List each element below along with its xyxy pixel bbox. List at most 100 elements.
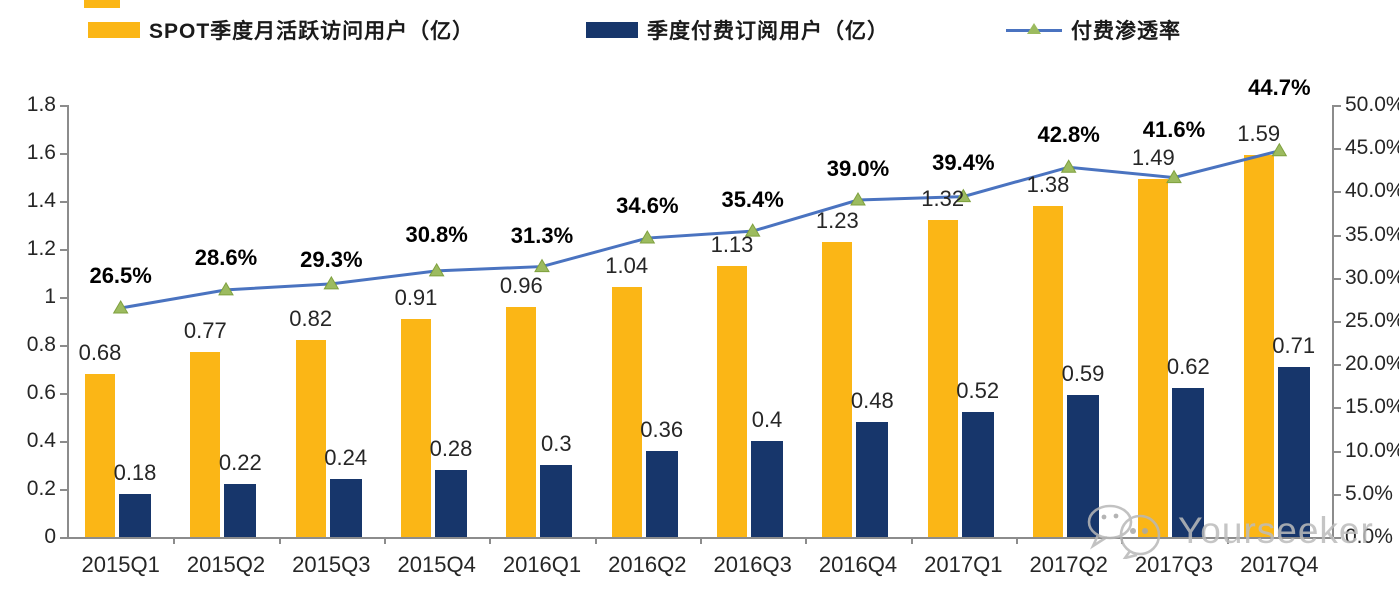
y-axis-right-tick [1334, 105, 1341, 107]
y-axis-left-tick [60, 393, 67, 395]
triangle-marker [1271, 142, 1288, 157]
legend-item-subs: 季度付费订阅用户（亿） [586, 18, 889, 43]
y-axis-right-tick [1334, 537, 1341, 539]
y-tick-label-right: 15.0% [1345, 395, 1399, 419]
mau-value-label: 1.04 [605, 253, 649, 279]
triangle-marker [744, 223, 761, 237]
y-tick-label-right: 0.0% [1345, 525, 1393, 548]
y-tick-label-left: 1.6 [26, 141, 56, 164]
penetration-label: 39.0% [826, 156, 890, 182]
triangle-marker [1166, 169, 1182, 184]
y-axis-right-tick [1334, 148, 1341, 151]
y-tick-label-left: 0.2 [26, 477, 56, 500]
x-axis-tick [805, 537, 808, 544]
y-axis-right-tick [1334, 234, 1341, 237]
bar-mau [401, 318, 431, 537]
y-tick-label-right: 30.0% [1345, 265, 1399, 289]
triangle-marker [850, 192, 866, 206]
penetration-label: 34.6% [616, 193, 679, 219]
x-axis-tick [278, 537, 281, 544]
y-tick-label-right: 20.0% [1345, 352, 1399, 376]
mau-swatch [88, 22, 140, 38]
mau-value-label: 0.68 [78, 339, 122, 365]
y-axis-left-tick [60, 537, 67, 539]
y-axis-left-tick [60, 201, 67, 203]
mau-value-label: 1.38 [1026, 171, 1070, 197]
penetration-label: 31.3% [510, 222, 574, 248]
bar-mau [611, 287, 642, 537]
y-axis-right-tick [1334, 407, 1341, 410]
y-tick-label-right: 5.0% [1345, 481, 1393, 505]
subs-value-label: 0.71 [1272, 332, 1316, 358]
penetration-label: 29.3% [300, 246, 363, 272]
mau-value-label: 1.32 [921, 186, 965, 212]
subs-value-label: 0.48 [850, 387, 894, 413]
penetration-label: 41.6% [1142, 116, 1206, 142]
y-axis-right-tick [1334, 277, 1341, 280]
x-tick-label: 2015Q4 [397, 552, 476, 577]
triangle-marker [534, 258, 550, 273]
y-tick-label-right: 10.0% [1345, 438, 1399, 462]
y-axis-left-tick [60, 345, 67, 347]
x-tick-label: 2016Q4 [818, 552, 898, 577]
x-axis-tick [1016, 537, 1018, 544]
y-axis-right-tick [1334, 364, 1341, 367]
penetration-label: 28.6% [194, 244, 258, 270]
subs-value-label: 0.62 [1166, 354, 1210, 380]
bar-mau [822, 241, 853, 537]
penetration-label: 30.8% [405, 221, 468, 247]
bar-subs [119, 493, 151, 537]
x-tick-label: 2017Q3 [1134, 552, 1214, 577]
mau-value-label: 1.23 [815, 207, 859, 233]
penetration-line-swatch [1006, 22, 1062, 38]
y-axis-right-tick [1334, 321, 1341, 323]
legend-label-penetration: 付费渗透率 [1071, 20, 1181, 43]
x-tick-label: 2016Q2 [608, 552, 687, 577]
subs-value-label: 0.3 [541, 431, 572, 456]
subs-value-label: 0.4 [751, 407, 783, 432]
bar-subs [856, 421, 889, 537]
x-tick-label: 2017Q2 [1029, 552, 1108, 577]
x-axis-tick [700, 537, 702, 544]
x-axis-tick [173, 537, 176, 544]
y-axis-left-tick [60, 153, 67, 155]
subs-value-label: 0.36 [640, 416, 684, 442]
bar-subs [1172, 388, 1205, 537]
mau-value-label: 0.91 [394, 284, 438, 310]
y-tick-label-right: 50.0% [1345, 93, 1399, 116]
bar-subs [329, 479, 362, 537]
bar-mau [927, 220, 958, 537]
y-tick-label-right: 45.0% [1345, 136, 1399, 160]
legend-item-mau: SPOT季度月活跃访问用户（亿） [88, 18, 475, 43]
y-axis-left [67, 105, 69, 537]
y-axis-right-tick [1334, 493, 1341, 496]
bar-mau [295, 340, 326, 537]
mau-value-label: 0.82 [289, 306, 333, 332]
legend-item-penetration: 付费渗透率 [1006, 18, 1181, 43]
y-axis-right-tick [1334, 191, 1341, 194]
bar-mau [1243, 155, 1274, 537]
x-axis-tick [384, 537, 386, 544]
cropped-bar-artifact [84, 0, 120, 8]
subs-value-label: 0.28 [429, 435, 473, 461]
legend-label-mau: SPOT季度月活跃访问用户（亿） [149, 20, 475, 43]
y-axis-right [1332, 105, 1334, 537]
bar-subs [751, 441, 783, 537]
x-tick-label: 2015Q1 [81, 552, 160, 577]
x-axis-tick [1226, 537, 1229, 544]
y-tick-label-left: 1.8 [26, 93, 56, 116]
triangle-marker [639, 230, 656, 244]
y-tick-label-left: 0 [44, 525, 56, 548]
bar-mau [190, 352, 221, 537]
y-tick-label-left: 0.6 [26, 381, 56, 404]
bar-subs [435, 469, 467, 537]
y-tick-label-left: 1.2 [26, 237, 56, 260]
triangle-marker [428, 262, 445, 277]
x-axis-tick [489, 537, 492, 544]
x-tick-label: 2016Q1 [502, 552, 582, 577]
triangle-marker [1060, 159, 1077, 173]
subs-value-label: 0.24 [324, 445, 368, 471]
x-tick-label: 2017Q4 [1240, 552, 1319, 577]
